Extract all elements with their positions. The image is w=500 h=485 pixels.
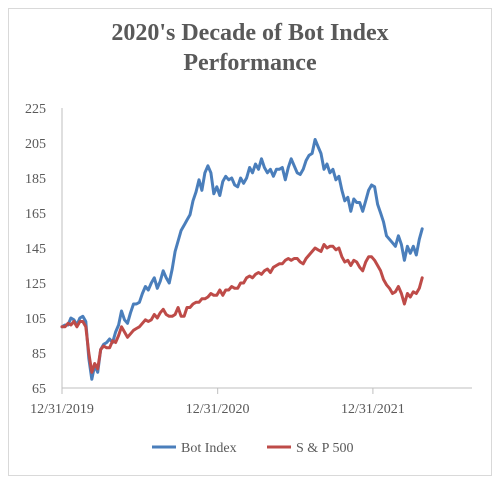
series-line-bot-index [60, 138, 424, 381]
y-tick-label: 205 [25, 137, 46, 152]
chart-frame [8, 8, 492, 476]
legend: Bot Index S & P 500 [152, 441, 353, 456]
y-tick-label: 225 [25, 102, 46, 117]
y-tick-label: 125 [25, 277, 46, 292]
y-tick-label: 85 [32, 347, 46, 362]
chart-title-line-2: Performance [183, 50, 317, 76]
y-tick-label: 145 [25, 242, 46, 257]
y-axis-tick-labels: 65 85 105 125 145 165 185 205 225 [25, 102, 46, 397]
chart-title: 2020's Decade of Bot Index Performance [0, 18, 500, 78]
legend-label: Bot Index [181, 441, 237, 456]
axes [61, 108, 472, 389]
x-tick-label: 12/31/2019 [30, 402, 94, 417]
y-tick-label: 185 [25, 172, 46, 187]
x-tick-label: 12/31/2020 [186, 402, 250, 417]
series-lines [60, 138, 424, 381]
x-tick-label: 12/31/2021 [341, 402, 405, 417]
legend-label: S & P 500 [296, 441, 353, 456]
y-tick-label: 65 [32, 382, 46, 397]
chart-title-line-1: 2020's Decade of Bot Index [111, 20, 389, 46]
y-tick-label: 105 [25, 312, 46, 327]
x-axis-tick-labels: 12/31/2019 12/31/2020 12/31/2021 [30, 388, 405, 417]
y-tick-label: 165 [25, 207, 46, 222]
series-line-s-p-500 [60, 243, 424, 374]
